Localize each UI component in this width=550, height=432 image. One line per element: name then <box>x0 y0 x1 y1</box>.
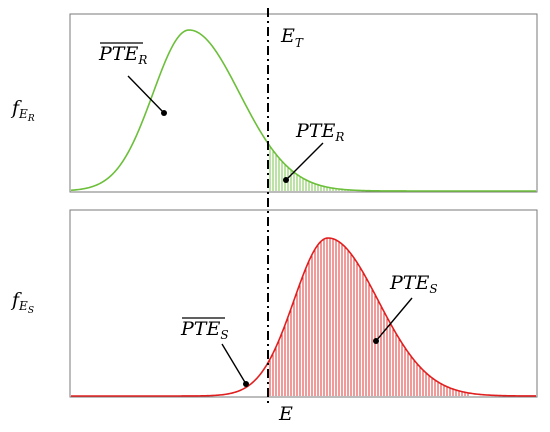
pte-s-bar-pointer <box>221 343 247 385</box>
pte-r-pointer <box>285 142 324 181</box>
receiver-pdf-curve <box>70 29 536 192</box>
pte-r-bar-label: PTER <box>98 43 147 67</box>
pte-r-label: PTER <box>295 120 344 144</box>
pte-s-bar-label: PTES <box>180 318 229 342</box>
bottom-y-axis-label: fES <box>10 289 34 316</box>
pte-s-dot <box>373 338 379 344</box>
x-axis-label: E <box>278 403 293 425</box>
pte-s-shaded-area <box>269 238 469 396</box>
pte-s-bar-dot <box>243 381 249 387</box>
top-y-axis-label: fER <box>10 97 35 124</box>
sender-pdf-curve <box>71 237 536 397</box>
pte-r-bar-pointer <box>127 75 165 114</box>
pte-s-pointer <box>375 297 413 342</box>
pte-s-label: PTES <box>389 272 438 296</box>
bottom-panel-frame <box>69 209 538 398</box>
pte-r-bar-dot <box>161 110 167 116</box>
top-panel-frame <box>69 13 538 193</box>
pte-r-dot <box>283 177 289 183</box>
threshold-label: ET <box>280 25 304 50</box>
